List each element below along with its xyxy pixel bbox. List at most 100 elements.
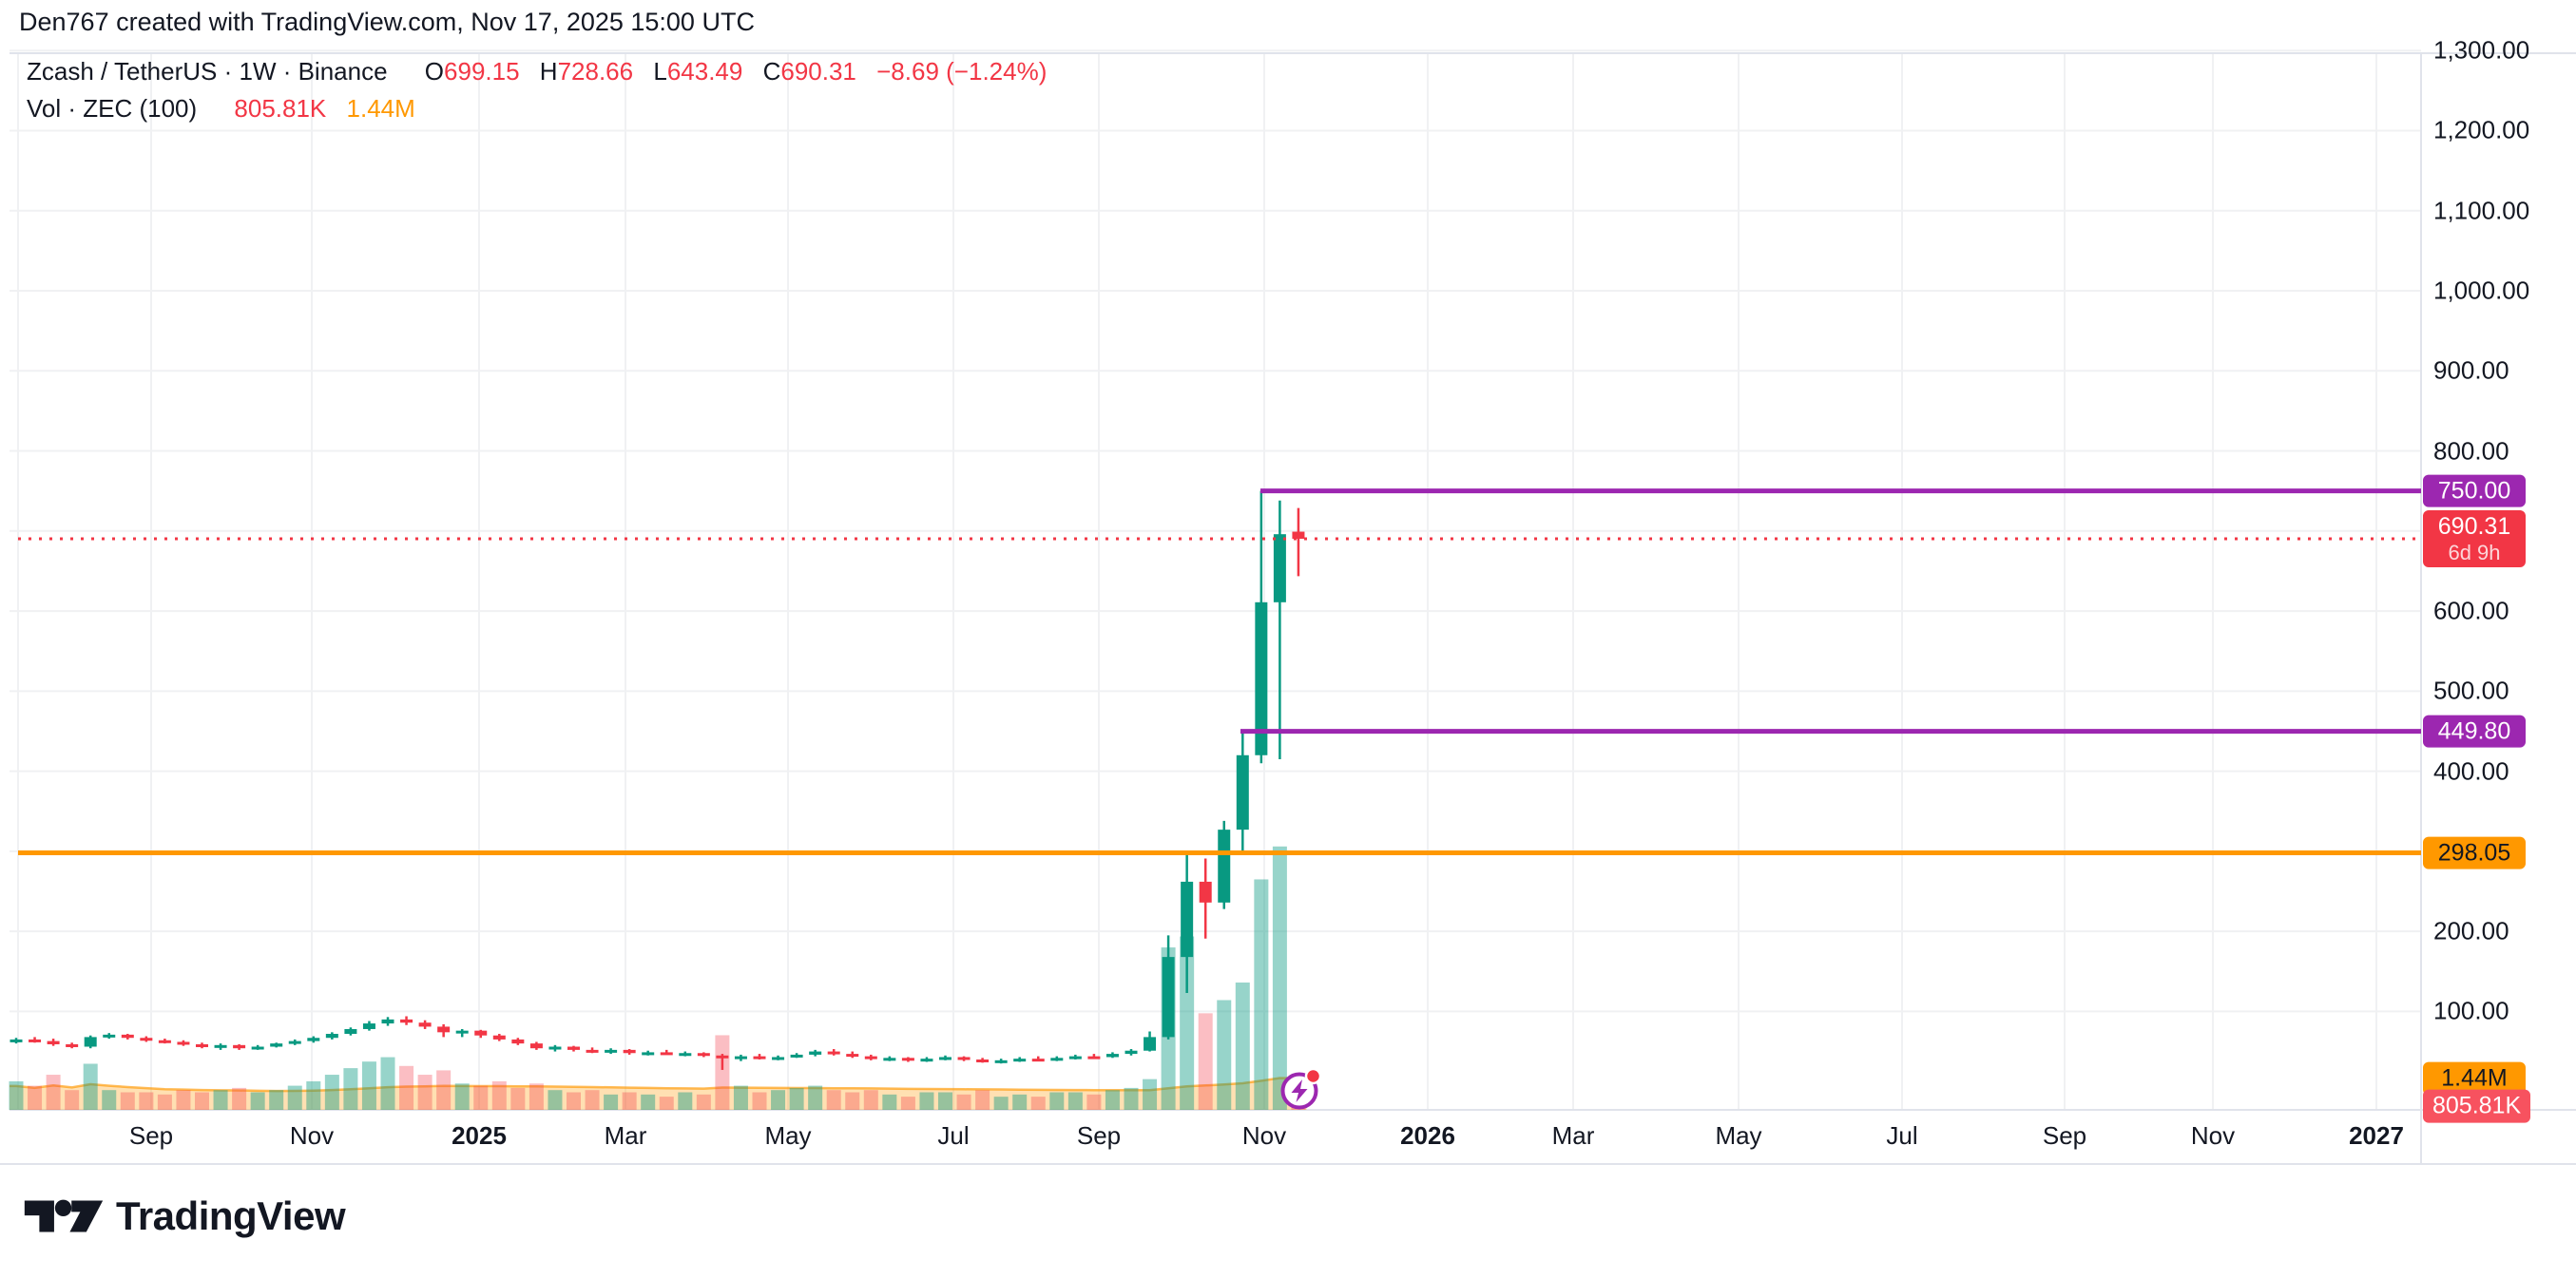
candle-body bbox=[437, 1026, 451, 1033]
price-line-badge[interactable]: 449.80 bbox=[2423, 715, 2526, 749]
candle-body bbox=[586, 1049, 599, 1053]
candle-body bbox=[1181, 881, 1194, 958]
volume-bar bbox=[622, 1092, 637, 1110]
candle-body bbox=[605, 1049, 618, 1053]
time-tick-label[interactable]: Sep bbox=[1076, 1121, 1122, 1150]
volume-bar bbox=[604, 1094, 619, 1110]
volume-bar bbox=[361, 1061, 376, 1110]
volume-bar bbox=[585, 1090, 600, 1110]
lightning-bolt-glyph bbox=[1291, 1079, 1308, 1102]
volume-bar bbox=[548, 1090, 563, 1110]
candle-body bbox=[1068, 1056, 1082, 1059]
high-value: 728.66 bbox=[557, 57, 634, 86]
time-tick-label[interactable]: 2026 bbox=[1400, 1121, 1455, 1150]
price-line-badge[interactable]: 298.05 bbox=[2423, 836, 2526, 869]
time-tick-label[interactable]: Mar bbox=[1551, 1121, 1595, 1150]
tradingview-logo[interactable]: TradingView bbox=[23, 1192, 346, 1241]
price-tick-label[interactable]: 1,200.00 bbox=[2433, 115, 2530, 144]
volume-bar bbox=[287, 1085, 302, 1110]
close-label: C bbox=[762, 57, 781, 86]
volume-bar bbox=[845, 1092, 860, 1110]
candle-body bbox=[84, 1037, 97, 1047]
volume-bar bbox=[1235, 983, 1250, 1110]
price-tick-label[interactable]: 200.00 bbox=[2433, 916, 2509, 945]
time-tick-label[interactable]: Sep bbox=[2042, 1121, 2087, 1150]
time-tick-label[interactable]: 2025 bbox=[452, 1121, 507, 1150]
price-tick-label[interactable]: 800.00 bbox=[2433, 436, 2509, 466]
candle-body bbox=[196, 1043, 208, 1047]
candle-body bbox=[233, 1044, 246, 1049]
price-tick-label[interactable]: 1,100.00 bbox=[2433, 196, 2530, 225]
time-tick-label[interactable]: Sep bbox=[128, 1121, 174, 1150]
price-line-badge[interactable]: 750.00 bbox=[2423, 474, 2526, 508]
volume-bar bbox=[102, 1090, 117, 1110]
candle-body bbox=[864, 1056, 877, 1059]
volume-bar bbox=[826, 1090, 841, 1110]
time-tick-label[interactable]: Nov bbox=[2190, 1121, 2236, 1150]
volume-bar bbox=[529, 1083, 544, 1110]
volume-indicator-title[interactable]: Vol · ZEC (100) bbox=[27, 94, 198, 123]
candle-body bbox=[827, 1051, 840, 1055]
candle-body bbox=[140, 1038, 153, 1041]
candle-body bbox=[47, 1040, 60, 1044]
time-tick-label[interactable]: Mar bbox=[604, 1121, 647, 1150]
time-tick-label[interactable]: Nov bbox=[1241, 1121, 1287, 1150]
price-tick-label[interactable]: 400.00 bbox=[2433, 756, 2509, 786]
attribution-text: Den767 created with TradingView.com, Nov… bbox=[19, 8, 755, 36]
candle-body bbox=[697, 1053, 710, 1057]
volume-bar bbox=[139, 1092, 154, 1110]
candle-body bbox=[381, 1019, 394, 1024]
time-tick-label[interactable]: Jul bbox=[937, 1121, 970, 1150]
price-tick-label[interactable]: 900.00 bbox=[2433, 355, 2509, 385]
current-price-badge[interactable]: 690.31 6d 9h bbox=[2423, 509, 2526, 567]
price-tick-label[interactable]: 500.00 bbox=[2433, 676, 2509, 705]
price-tick-label[interactable]: 1,000.00 bbox=[2433, 276, 2530, 305]
volume-axis-badge[interactable]: 1.44M bbox=[2423, 1061, 2526, 1096]
volume-bar bbox=[28, 1085, 43, 1110]
candle-body bbox=[455, 1030, 469, 1034]
candle-body bbox=[66, 1043, 79, 1047]
time-tick-label[interactable]: Jul bbox=[1886, 1121, 1918, 1150]
volume-bar bbox=[1049, 1092, 1065, 1110]
candle-body bbox=[1236, 754, 1249, 830]
volume-bar bbox=[510, 1087, 526, 1110]
volume-bar bbox=[269, 1090, 284, 1110]
candle-body bbox=[511, 1039, 525, 1044]
candle-body bbox=[734, 1056, 747, 1059]
candle-body bbox=[939, 1057, 952, 1060]
volume-bar bbox=[65, 1090, 80, 1110]
volume-bar bbox=[306, 1080, 321, 1110]
price-tick-label[interactable]: 600.00 bbox=[2433, 596, 2509, 625]
price-tick-label[interactable]: 100.00 bbox=[2433, 996, 2509, 1025]
lightning-notification-icon[interactable] bbox=[1277, 1066, 1324, 1114]
volume-bar bbox=[120, 1092, 135, 1110]
time-tick-label[interactable]: May bbox=[764, 1121, 812, 1150]
volume-axis-badge[interactable]: 805.81K bbox=[2423, 1089, 2531, 1123]
candle-body bbox=[679, 1053, 692, 1057]
time-tick-label[interactable]: May bbox=[1715, 1121, 1762, 1150]
candle-body bbox=[790, 1054, 803, 1058]
volume-bar bbox=[1124, 1087, 1139, 1110]
candle-body bbox=[307, 1038, 320, 1041]
symbol-title[interactable]: Zcash / TetherUS · 1W · Binance bbox=[27, 57, 388, 86]
time-tick-label[interactable]: 2027 bbox=[2349, 1121, 2404, 1150]
volume-bar bbox=[213, 1090, 228, 1110]
volume-bar bbox=[863, 1090, 878, 1110]
price-tick-label[interactable]: 1,300.00 bbox=[2433, 35, 2530, 65]
volume-bar bbox=[1143, 1079, 1158, 1110]
time-tick-label[interactable]: Nov bbox=[289, 1121, 335, 1150]
volume-bar bbox=[473, 1085, 489, 1110]
volume-bar bbox=[938, 1092, 952, 1110]
candle-body bbox=[846, 1054, 859, 1058]
volume-current-value: 805.81K bbox=[234, 94, 327, 123]
volume-bar bbox=[659, 1097, 674, 1110]
volume-bar bbox=[250, 1092, 265, 1110]
volume-bar bbox=[46, 1075, 61, 1110]
candle-body bbox=[325, 1034, 338, 1039]
candle-body bbox=[1050, 1058, 1064, 1061]
candle-body bbox=[772, 1057, 785, 1060]
volume-bar bbox=[641, 1094, 656, 1110]
volume-bar bbox=[1105, 1090, 1120, 1110]
